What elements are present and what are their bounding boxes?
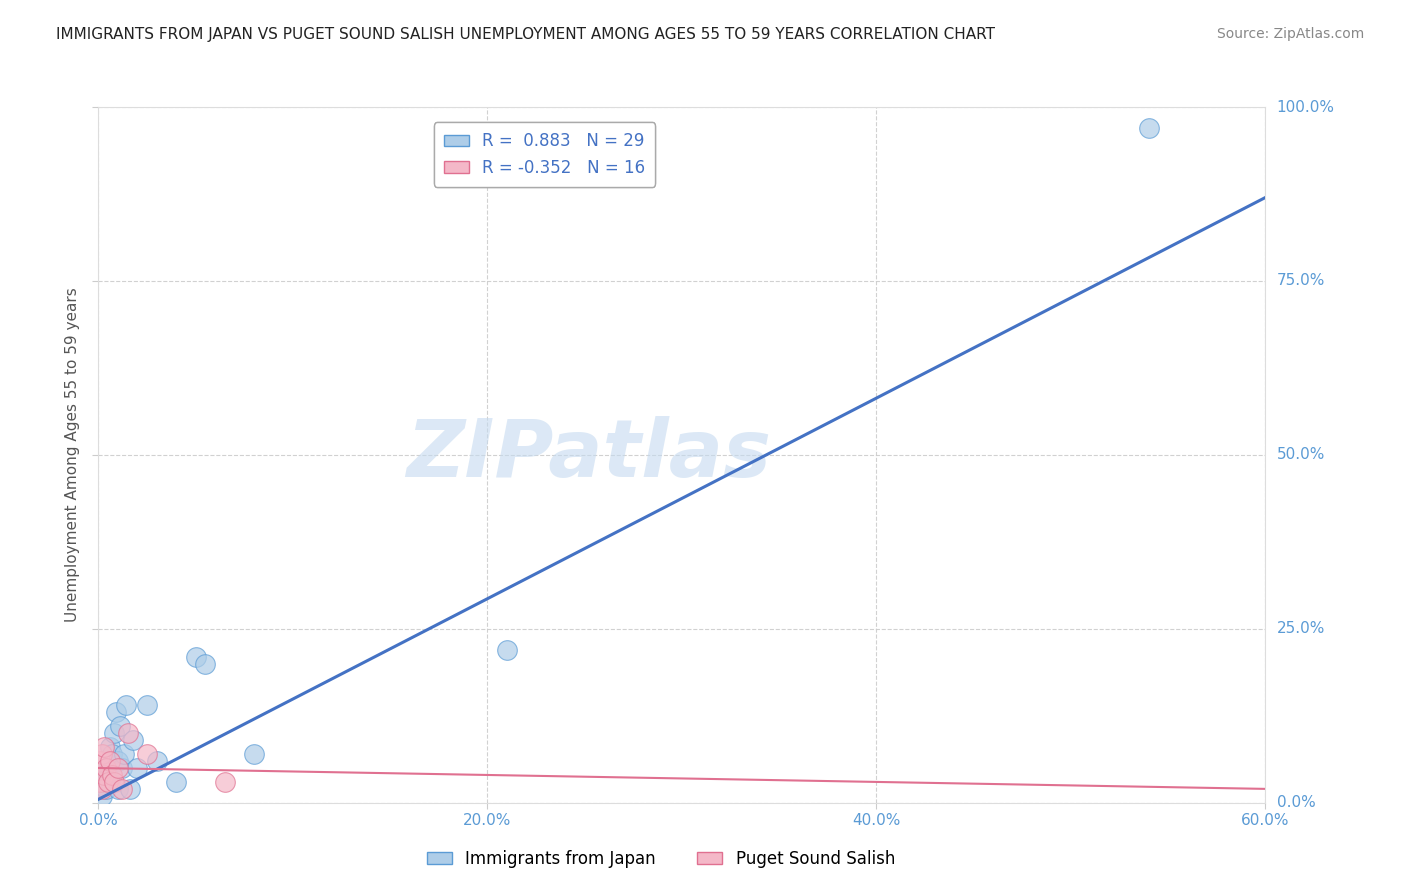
Point — [104, 706, 127, 720]
Point — [93, 768, 115, 782]
Point — [98, 754, 121, 768]
Point — [107, 754, 129, 768]
Point — [122, 733, 145, 747]
Point — [136, 698, 159, 713]
Point — [96, 761, 118, 775]
Point — [194, 657, 217, 671]
Text: Source: ZipAtlas.com: Source: ZipAtlas.com — [1216, 27, 1364, 41]
Point — [91, 747, 114, 761]
Point — [91, 789, 114, 803]
Text: 25.0%: 25.0% — [1277, 622, 1324, 636]
Point — [97, 775, 120, 789]
Point — [103, 775, 125, 789]
Point — [114, 698, 136, 713]
Point — [96, 781, 118, 796]
Point — [91, 781, 114, 796]
Legend: Immigrants from Japan, Puget Sound Salish: Immigrants from Japan, Puget Sound Salis… — [420, 844, 901, 875]
Point — [89, 754, 111, 768]
Point — [127, 761, 149, 775]
Point — [93, 740, 115, 755]
Point — [184, 649, 207, 664]
Text: 0.0%: 0.0% — [1277, 796, 1315, 810]
Point — [165, 775, 187, 789]
Point — [98, 775, 121, 789]
Point — [107, 781, 129, 796]
Point — [91, 768, 114, 782]
Y-axis label: Unemployment Among Ages 55 to 59 years: Unemployment Among Ages 55 to 59 years — [65, 287, 80, 623]
Point — [111, 781, 134, 796]
Point — [89, 775, 111, 789]
Point — [108, 719, 131, 733]
Point — [214, 775, 236, 789]
Point — [97, 768, 120, 782]
Text: IMMIGRANTS FROM JAPAN VS PUGET SOUND SALISH UNEMPLOYMENT AMONG AGES 55 TO 59 YEA: IMMIGRANTS FROM JAPAN VS PUGET SOUND SAL… — [56, 27, 995, 42]
Point — [136, 747, 159, 761]
Text: ZIPatlas: ZIPatlas — [406, 416, 770, 494]
Point — [146, 754, 169, 768]
Legend: R =  0.883   N = 29, R = -0.352   N = 16: R = 0.883 N = 29, R = -0.352 N = 16 — [433, 122, 655, 186]
Point — [96, 761, 118, 775]
Point — [111, 761, 134, 775]
Point — [495, 642, 517, 657]
Text: 100.0%: 100.0% — [1277, 100, 1334, 114]
Point — [93, 775, 115, 789]
Text: 75.0%: 75.0% — [1277, 274, 1324, 288]
Point — [243, 747, 266, 761]
Text: 50.0%: 50.0% — [1277, 448, 1324, 462]
Point — [107, 761, 129, 775]
Point — [101, 768, 124, 782]
Point — [112, 747, 135, 761]
Point — [117, 726, 139, 740]
Point — [1137, 120, 1160, 135]
Point — [103, 726, 125, 740]
Point — [98, 740, 121, 755]
Point — [89, 781, 111, 796]
Point — [118, 781, 141, 796]
Point — [101, 747, 124, 761]
